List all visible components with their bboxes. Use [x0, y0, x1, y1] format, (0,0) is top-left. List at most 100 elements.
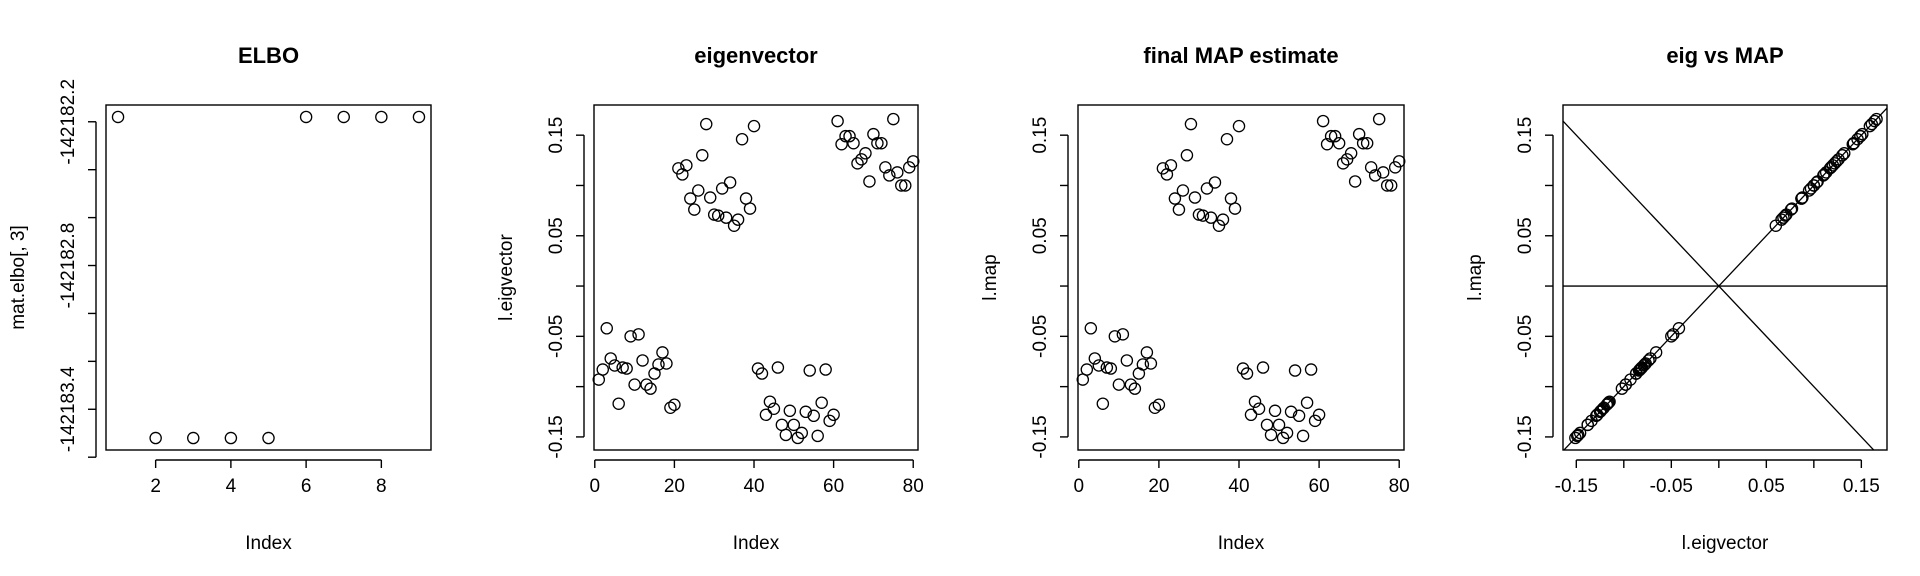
- data-point: [731, 213, 745, 226]
- x-tick-label: 0.05: [1748, 476, 1785, 497]
- data-point: [1252, 402, 1266, 416]
- data-point: [851, 157, 864, 170]
- data-point: [1642, 354, 1655, 367]
- data-point: [1336, 157, 1350, 170]
- data-point: [871, 136, 884, 150]
- panel-4: eig vs MAP -0.15 -0.05 0.05 0.15 l.eigvector -…: [1465, 43, 1888, 554]
- y-tick-label: 0.15: [546, 117, 567, 154]
- data-point: [767, 402, 781, 416]
- data-point: [887, 112, 900, 126]
- data-point: [1665, 330, 1678, 343]
- data-point: [1188, 191, 1202, 204]
- y-tick-label: 0.15: [1515, 117, 1536, 154]
- data-point: [1649, 346, 1663, 359]
- x-tick-label: 60: [823, 476, 844, 497]
- x-axis-label: Index: [1218, 533, 1265, 554]
- data-point: [719, 211, 733, 224]
- data-point: [1571, 428, 1585, 442]
- data-point: [763, 395, 777, 408]
- data-point: [1633, 363, 1647, 376]
- data-point: [1328, 129, 1342, 143]
- data-point: [1846, 137, 1860, 151]
- y-tick-label: 0.05: [1515, 217, 1536, 254]
- data-point: [1571, 429, 1584, 443]
- data-point: [596, 363, 610, 376]
- data-point: [815, 396, 828, 409]
- y-tick-label: -142182.8: [58, 223, 79, 309]
- data-point: [1152, 398, 1166, 411]
- data-point: [1088, 352, 1102, 365]
- y-tick-label: -0.05: [1515, 315, 1536, 358]
- x-axis-label: Index: [245, 533, 292, 554]
- data-point: [616, 361, 629, 374]
- data-point: [149, 431, 162, 445]
- data-point: [624, 330, 637, 343]
- data-point: [1168, 192, 1182, 205]
- data-point: [711, 209, 725, 222]
- y-tick-label: -142182.2: [58, 79, 79, 165]
- data-point: [1120, 354, 1134, 367]
- data-point: [680, 159, 693, 172]
- data-point: [839, 129, 852, 143]
- data-point: [1292, 409, 1306, 423]
- data-point: [696, 149, 709, 162]
- x-tick-label: 40: [1228, 476, 1249, 497]
- data-point: [699, 117, 713, 131]
- data-point: [827, 408, 840, 422]
- data-point: [1296, 429, 1310, 443]
- data-point: [723, 176, 737, 189]
- data-point: [807, 409, 820, 423]
- data-point: [262, 431, 275, 445]
- data-point: [1830, 155, 1843, 168]
- data-point: [779, 428, 793, 442]
- y-tick-label: -142183.4: [58, 366, 79, 452]
- x-tick-label: 8: [376, 476, 387, 497]
- data-point: [1272, 418, 1286, 432]
- x-tick-label: 2: [150, 476, 161, 497]
- data-point: [668, 398, 681, 411]
- data-point: [875, 136, 888, 150]
- x-tick-label: 40: [743, 476, 764, 497]
- data-point: [1807, 179, 1821, 192]
- data-point: [743, 202, 757, 215]
- data-point: [1632, 364, 1646, 377]
- data-point: [620, 362, 633, 375]
- data-point: [1144, 357, 1158, 370]
- y-tick-label: 0.15: [1030, 117, 1051, 154]
- data-point: [604, 352, 617, 365]
- data-point: [1384, 179, 1398, 192]
- x-tick-label: 0.15: [1843, 476, 1880, 497]
- data-point: [707, 208, 721, 221]
- data-point: [1092, 359, 1106, 372]
- data-point: [771, 361, 785, 374]
- y-tick-label: -0.15: [1515, 415, 1536, 458]
- data-point: [1256, 361, 1270, 374]
- data-point: [906, 155, 920, 168]
- data-point: [692, 184, 705, 197]
- x-axis-label: l.eigvector: [1682, 533, 1769, 554]
- data-point: [1619, 378, 1632, 391]
- data-point: [1779, 209, 1792, 222]
- data-point: [111, 110, 125, 124]
- data-point: [1573, 426, 1587, 440]
- data-point: [660, 357, 673, 370]
- data-point: [1264, 428, 1278, 442]
- x-tick-label: 0: [590, 476, 601, 497]
- data-point: [787, 418, 801, 432]
- data-point: [895, 179, 908, 192]
- data-point: [652, 358, 665, 371]
- data-point: [1603, 395, 1616, 408]
- y-axis-label: mat.elbo[, 3]: [8, 225, 29, 330]
- data-point: [1184, 117, 1198, 131]
- data-point: [299, 110, 313, 124]
- panel-2: eigenvector 0 20 40 60 80 Index -0.15 -0.05 0.05 0…: [496, 43, 924, 554]
- data-point: [747, 119, 761, 133]
- data-point: [735, 132, 749, 146]
- data-point: [608, 359, 621, 372]
- data-point: [1288, 364, 1302, 377]
- data-point: [863, 175, 876, 188]
- data-point: [1332, 136, 1346, 150]
- data-point: [636, 354, 649, 367]
- y-tick-label: -0.15: [546, 415, 567, 458]
- x-tick-label: 80: [903, 476, 924, 497]
